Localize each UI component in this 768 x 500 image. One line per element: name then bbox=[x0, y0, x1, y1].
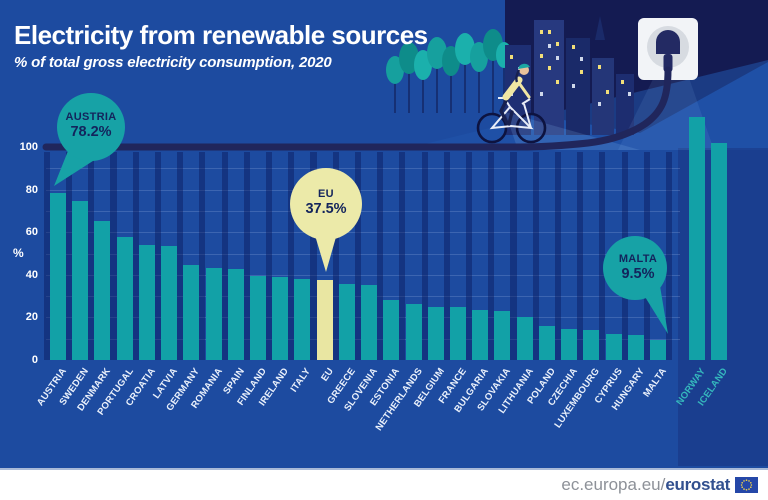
column-gap-stripe bbox=[466, 152, 473, 360]
column-gap-stripe bbox=[577, 152, 584, 360]
callout-eu-value: 37.5% bbox=[305, 200, 347, 217]
footer-url-prefix: ec.europa.eu/ bbox=[561, 475, 666, 494]
bar-poland bbox=[538, 325, 555, 360]
column-gap-stripe bbox=[88, 152, 95, 360]
column-gap-stripe bbox=[510, 152, 517, 360]
gridline bbox=[46, 253, 680, 255]
column-gap-stripe bbox=[421, 152, 428, 360]
bar-slovakia bbox=[494, 310, 511, 360]
gridline bbox=[46, 232, 680, 234]
bar-cyprus bbox=[605, 334, 622, 360]
column-gap-stripe bbox=[310, 152, 317, 360]
callout-malta-label: MALTA bbox=[618, 253, 658, 265]
bar-netherlands bbox=[405, 303, 422, 360]
column-gap-stripe bbox=[443, 152, 450, 360]
bar-estonia bbox=[383, 299, 400, 360]
gridline bbox=[46, 189, 680, 191]
y-tick-label: 40 bbox=[25, 268, 38, 281]
bar-latvia bbox=[161, 246, 178, 360]
column-gap-stripe bbox=[243, 152, 250, 360]
y-tick-label: 0 bbox=[31, 354, 38, 366]
y-tick-label: 20 bbox=[25, 311, 38, 324]
callout-austria-label: AUSTRIA bbox=[65, 111, 117, 123]
gridline bbox=[46, 274, 680, 276]
column-gap-stripe bbox=[377, 152, 384, 360]
bar-spain bbox=[227, 268, 244, 360]
bar-portugal bbox=[116, 236, 133, 360]
bar-ireland bbox=[272, 276, 289, 360]
column-gap-stripe bbox=[266, 152, 273, 360]
column-gap-stripe bbox=[332, 152, 339, 360]
bar-greece bbox=[338, 283, 355, 360]
callout-eu: EU 37.5% bbox=[288, 168, 364, 276]
chart-subtitle: % of total gross electricity consumption… bbox=[14, 54, 332, 72]
column-gap-stripe bbox=[199, 152, 206, 360]
bar-finland bbox=[250, 275, 266, 360]
callout-malta: MALTA 9.5% bbox=[602, 236, 674, 340]
wall-socket-icon bbox=[638, 18, 698, 80]
column-gap-stripe bbox=[110, 152, 117, 360]
eu-flag-icon bbox=[735, 477, 758, 493]
gridline bbox=[46, 168, 680, 170]
column-gap-stripe bbox=[177, 152, 184, 360]
bar-hungary bbox=[627, 334, 644, 360]
bar-france bbox=[450, 307, 466, 360]
footer-bar: ec.europa.eu/eurostat bbox=[0, 468, 768, 500]
bar-lithuania bbox=[516, 317, 533, 360]
bar-italy bbox=[294, 278, 311, 360]
bar-iceland bbox=[711, 142, 728, 360]
y-tick-label: 100 bbox=[19, 141, 38, 153]
bar-czechia bbox=[561, 328, 578, 360]
column-gap-stripe bbox=[554, 152, 561, 360]
eurostat-wordmark: eurostat bbox=[665, 475, 730, 494]
column-gap-stripe bbox=[354, 152, 362, 360]
column-gap-stripe bbox=[532, 152, 539, 360]
bar-croatia bbox=[138, 245, 155, 360]
bar-bulgaria bbox=[472, 309, 489, 360]
column-gap-stripe bbox=[154, 152, 162, 360]
bar-eu bbox=[316, 280, 333, 360]
bar-norway bbox=[689, 117, 705, 360]
bar-austria bbox=[50, 193, 66, 360]
cyclist-illustration bbox=[476, 63, 547, 144]
cable-100-percent-line bbox=[42, 66, 672, 151]
column-gap-stripe bbox=[66, 152, 73, 360]
bar-belgium bbox=[427, 306, 444, 360]
bar-sweden bbox=[72, 201, 89, 360]
column-gap-stripe bbox=[488, 152, 495, 360]
eurostat-link[interactable]: ec.europa.eu/eurostat bbox=[561, 475, 758, 495]
y-axis-unit-label: % bbox=[13, 246, 24, 260]
column-gap-stripe bbox=[399, 152, 406, 360]
column-gap-stripe bbox=[221, 152, 228, 360]
callout-eu-label: EU bbox=[318, 188, 334, 200]
bar-slovenia bbox=[361, 285, 378, 360]
column-gap-stripe bbox=[132, 152, 139, 360]
bar-luxembourg bbox=[583, 330, 600, 360]
bar-romania bbox=[205, 267, 222, 360]
column-gap-stripe bbox=[665, 152, 673, 360]
gridline bbox=[46, 210, 680, 212]
bar-malta bbox=[649, 339, 666, 360]
callout-austria: AUSTRIA 78.2% bbox=[46, 93, 136, 193]
bar-denmark bbox=[94, 220, 111, 360]
y-tick-label: 60 bbox=[25, 226, 38, 239]
bar-germany bbox=[183, 264, 200, 360]
column-gap-stripe bbox=[288, 152, 295, 360]
chart-title: Electricity from renewable sources bbox=[14, 20, 428, 50]
callout-austria-value: 78.2% bbox=[70, 123, 112, 140]
column-gap-stripe bbox=[43, 152, 50, 360]
callout-malta-value: 9.5% bbox=[621, 265, 655, 282]
column-gap-stripe bbox=[599, 152, 606, 360]
y-tick-label: 80 bbox=[25, 183, 38, 196]
